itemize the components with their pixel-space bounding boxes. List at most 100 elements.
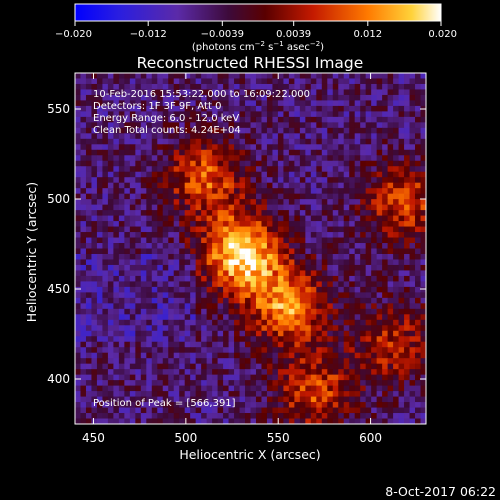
heatmap-cell [393, 391, 399, 397]
heatmap-cell [332, 286, 339, 293]
heatmap-cell [168, 89, 175, 96]
heatmap-cell [228, 73, 235, 79]
heatmap-cell [190, 188, 197, 195]
heatmap-cell [245, 385, 251, 392]
heatmap-cell [168, 270, 175, 277]
heatmap-cell [118, 358, 125, 365]
heatmap-cell [157, 286, 164, 293]
heatmap-cell [294, 380, 301, 387]
heatmap-cell [277, 83, 284, 90]
heatmap-cell [201, 303, 208, 310]
heatmap-cell [327, 358, 334, 365]
heatmap-cell [349, 160, 356, 167]
heatmap-cell [387, 380, 394, 387]
heatmap-cell [382, 210, 389, 216]
heatmap-cell [157, 330, 164, 337]
heatmap-cell [217, 204, 224, 211]
heatmap-cell [80, 155, 87, 162]
heatmap-cell [162, 204, 169, 211]
heatmap-cell [190, 281, 197, 288]
heatmap-cell [85, 385, 92, 392]
heatmap-cell [184, 336, 191, 343]
heatmap-cell [140, 281, 147, 288]
heatmap-cell [217, 149, 224, 156]
heatmap-cell [404, 94, 410, 101]
heatmap-cell [398, 111, 405, 118]
heatmap-cell [91, 319, 98, 326]
heatmap-cell [376, 341, 383, 348]
heatmap-cell [349, 215, 356, 222]
heatmap-cell [184, 188, 191, 195]
heatmap-cell [255, 83, 262, 90]
heatmap-cell [96, 177, 103, 184]
heatmap-cell [250, 100, 257, 107]
heatmap-cell [212, 319, 218, 326]
heatmap-cell [118, 111, 125, 118]
heatmap-cell [195, 292, 202, 299]
heatmap-cell [228, 281, 235, 288]
heatmap-cell [332, 418, 339, 424]
heatmap-cell [354, 292, 361, 299]
heatmap-cell [382, 78, 389, 85]
heatmap-cell [168, 292, 175, 299]
heatmap-cell [360, 232, 367, 238]
heatmap-cell [162, 226, 169, 233]
heatmap-cell [102, 73, 109, 79]
heatmap-cell [261, 94, 268, 101]
heatmap-cell [360, 308, 367, 315]
heatmap-cell [75, 127, 81, 134]
heatmap-cell [321, 407, 328, 414]
heatmap-cell [223, 144, 229, 151]
heatmap-cell [96, 270, 103, 277]
heatmap-cell [261, 111, 268, 118]
heatmap-cell [124, 347, 131, 354]
heatmap-cell [338, 116, 345, 123]
heatmap-cell [75, 418, 81, 424]
heatmap-cell [371, 243, 378, 249]
heatmap-cell [102, 253, 109, 260]
heatmap-cell [140, 303, 147, 310]
heatmap-cell [102, 308, 109, 315]
heatmap-cell [360, 336, 367, 343]
heatmap-cell [294, 199, 301, 206]
heatmap-cell [124, 418, 131, 424]
heatmap-cell [195, 314, 202, 321]
heatmap-cell [272, 243, 279, 249]
heatmap-cell [212, 275, 218, 282]
heatmap-cell [212, 407, 218, 414]
heatmap-cell [365, 182, 372, 189]
heatmap-cell [245, 149, 251, 156]
heatmap-cell [223, 232, 229, 238]
heatmap-cell [228, 226, 235, 233]
heatmap-cell [283, 199, 290, 206]
heatmap-cell [223, 73, 229, 79]
heatmap-cell [387, 270, 394, 277]
heatmap-cell [85, 275, 92, 282]
heatmap-cell [162, 155, 169, 162]
heatmap-cell [272, 264, 279, 271]
heatmap-cell [360, 243, 367, 249]
heatmap-cell [294, 215, 301, 222]
heatmap-cell [288, 407, 295, 414]
heatmap-cell [398, 303, 405, 310]
heatmap-cell [146, 177, 153, 184]
heatmap-cell [201, 193, 208, 200]
heatmap-cell [415, 144, 421, 151]
heatmap-cell [107, 286, 114, 293]
heatmap-cell [80, 396, 87, 403]
heatmap-cell [118, 418, 125, 424]
heatmap-cell [212, 341, 218, 348]
heatmap-cell [129, 297, 136, 304]
heatmap-cell [382, 325, 389, 332]
heatmap-cell [266, 111, 273, 118]
heatmap-cell [255, 78, 262, 85]
heatmap-cell [409, 237, 416, 244]
heatmap-cell [212, 270, 218, 277]
heatmap-cell [157, 413, 164, 419]
heatmap-cell [404, 281, 410, 288]
heatmap-cell [250, 226, 257, 233]
heatmap-cell [168, 341, 175, 348]
heatmap-cell [140, 100, 147, 107]
heatmap-cell [195, 418, 202, 424]
heatmap-cell [80, 358, 87, 365]
